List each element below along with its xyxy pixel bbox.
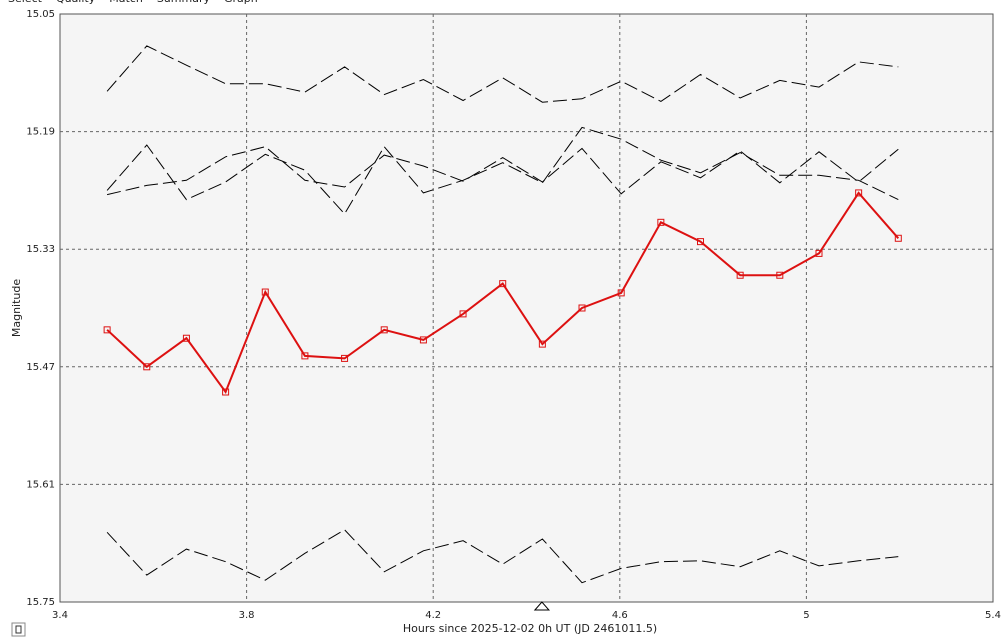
y-tick-label: 15.47 [26,362,55,373]
tab[interactable]: Match [109,0,143,5]
data-point [776,271,784,279]
plot-area [59,13,994,603]
data-point [103,326,111,334]
data-point [499,280,507,288]
y-tick-label: 15.19 [26,127,55,138]
series-line [106,126,899,215]
data-point [419,336,427,344]
x-tick-label: 4.6 [612,610,628,621]
data-point [578,304,586,312]
x-tick-label: 4.2 [425,610,441,621]
data-point [855,189,863,197]
data-point [894,234,902,242]
series-line [106,146,899,196]
data-point [617,289,625,297]
tab-bar: Select Quality Match Summary Graph [8,0,258,5]
series-line [106,45,899,103]
y-axis-label: Magnitude [10,279,23,338]
corner-button[interactable] [11,622,26,637]
series-line [106,191,900,395]
data-point [736,271,744,279]
data-point [341,354,349,362]
data-point [459,310,467,318]
data-point [815,249,823,257]
x-tick-label: 3.4 [52,610,68,621]
tab[interactable]: Summary [157,0,211,5]
data-point [182,334,190,342]
y-tick-label: 15.61 [26,479,55,490]
y-tick-label: 15.05 [26,9,55,20]
y-tick-label: 15.33 [26,244,55,255]
tab[interactable]: Select [8,0,43,5]
series-line [106,529,899,584]
data-point [538,340,546,348]
tab[interactable]: Quality [56,0,96,5]
data-point [380,326,388,334]
x-tick-label: 3.8 [239,610,255,621]
data-point [657,218,665,226]
x-tick-label: 5.4 [985,610,1001,621]
time-marker [533,601,550,611]
data-point [697,238,705,246]
data-point [261,288,269,296]
tab[interactable]: Graph [224,0,258,5]
data-point [222,388,230,396]
corner-icon [15,625,22,634]
data-point [301,352,309,360]
data-point [143,363,151,371]
x-tick-label: 5 [803,610,809,621]
y-tick-label: 15.75 [26,597,55,608]
x-axis-label: Hours since 2025-12-02 0h UT (JD 2461011… [403,622,657,635]
